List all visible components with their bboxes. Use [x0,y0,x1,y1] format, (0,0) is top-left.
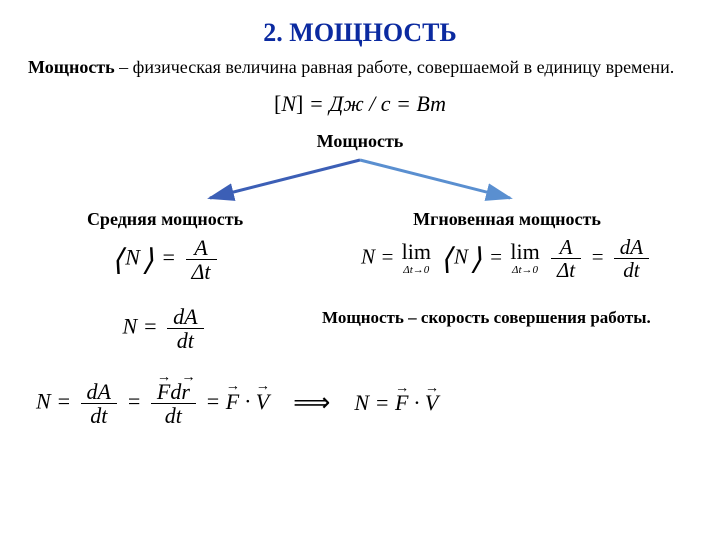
columns: Средняя мощность ⟨N⟩ = A Δt N = dA dt Мг… [28,209,692,352]
note-term: Мощность [322,308,404,327]
left-col-label: Средняя мощность [28,209,302,230]
unit-eq: = Дж / с = Вт [309,91,446,116]
note-text: – скорость совершения работы. [404,308,651,327]
definition-term: Мощность [28,57,115,77]
side-note: Мощность – скорость совершения работы. [322,307,684,328]
implies-arrow: ⟹ [269,388,354,418]
arrow-right [360,160,510,198]
center-label: Мощность [28,131,692,152]
right-column: Мгновенная мощность N = lim Δt→0 ⟨N⟩ = l… [322,209,692,352]
branch-arrows [28,156,692,207]
instant-power-formula: N = lim Δt→0 ⟨N⟩ = lim Δt→0 A Δt = dA [322,236,692,281]
avg-power-formula: ⟨N⟩ = A Δt [28,236,302,283]
branch-arrows-svg [150,156,570,202]
definition-text: – физическая величина равная работе, сов… [115,57,675,77]
arrow-left [210,160,360,198]
unit-N: N [281,91,296,116]
bottom-row: N = dA dt = Fdr dt = F · V ⟹ N = F · V [28,380,692,427]
bottom-left-formula: N = dA dt = Fdr dt = F · V [28,380,269,427]
right-col-label: Мгновенная мощность [322,209,692,230]
bottom-right-formula: N = F · V [354,390,438,416]
slide-title: 2. МОЩНОСТЬ [28,18,692,48]
definition: Мощность – физическая величина равная ра… [28,56,692,79]
derivative-formula: N = dA dt [28,305,302,352]
left-column: Средняя мощность ⟨N⟩ = A Δt N = dA dt [28,209,302,352]
unit-formula: [N] = Дж / с = Вт [28,91,692,117]
slide-page: 2. МОЩНОСТЬ Мощность – физическая величи… [0,0,720,540]
